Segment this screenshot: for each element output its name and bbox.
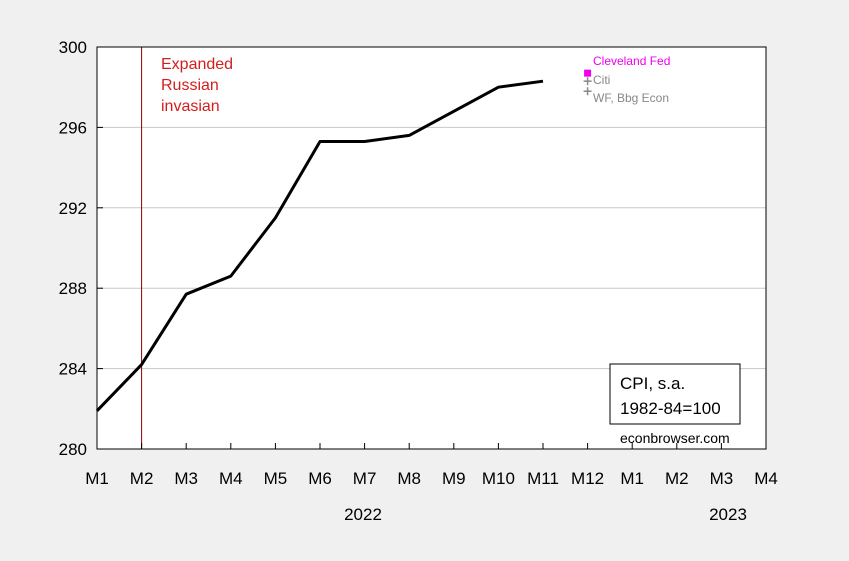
x-axis: M1 M2 M3 M4 M5 M6 M7 M8 M9 M10 M11 M12 M1 M2 M3 M4 — [85, 443, 778, 488]
x-tick-label: M2 — [130, 469, 154, 488]
x-tick-label: M5 — [264, 469, 288, 488]
x-tick-label: M11 — [527, 469, 559, 488]
x-tick-label: M3 — [174, 469, 198, 488]
year-label: 2022 — [344, 505, 382, 524]
series-group — [95, 79, 544, 412]
forecast-label: Citi — [593, 73, 610, 87]
forecast-label: WF, Bbg Econ — [593, 91, 669, 105]
forecast-label: Cleveland Fed — [593, 54, 670, 68]
y-tick-label: 288 — [59, 279, 87, 298]
plot-frame — [96, 46, 767, 450]
annotation-line: Expanded — [161, 56, 233, 73]
y-tick-label: 296 — [59, 118, 87, 137]
x-tick-label: M1 — [620, 469, 644, 488]
x-tick-label: M8 — [397, 469, 421, 488]
x-tick-label: M7 — [353, 469, 377, 488]
year-label: 2023 — [709, 505, 747, 524]
y-tick-label: 284 — [59, 360, 87, 379]
units-note-box: CPI, s.a. 1982-84=100 — [609, 363, 741, 425]
invasion-annotation: Expanded Russian invasian — [161, 56, 233, 115]
y-tick-label: 280 — [59, 440, 87, 459]
note-line: CPI, s.a. — [620, 374, 685, 393]
x-tick-label: M6 — [308, 469, 332, 488]
forecast-marker-cleveland-fed — [584, 69, 592, 77]
x-tick-label: M4 — [219, 469, 243, 488]
x-tick-label: M1 — [85, 469, 109, 488]
y-tick-label: 292 — [59, 199, 87, 218]
x-tick-label: M2 — [665, 469, 689, 488]
year-labels: 2022 2023 — [344, 505, 747, 524]
y-axis: 280 284 288 292 296 300 — [59, 38, 103, 459]
annotation-line: Russian — [161, 77, 219, 94]
x-tick-label: M4 — [754, 469, 778, 488]
y-tick-label: 300 — [59, 38, 87, 57]
x-tick-label: M12 — [571, 469, 604, 488]
note-line: 1982-84=100 — [620, 399, 721, 418]
x-tick-label: M9 — [442, 469, 466, 488]
x-tick-label: M10 — [482, 469, 515, 488]
x-tick-label: M3 — [710, 469, 734, 488]
note-box-frame — [609, 363, 741, 425]
source-credit: econbrowser.com — [620, 430, 730, 446]
forecast-markers: Cleveland Fed Citi WF, Bbg Econ — [583, 54, 670, 105]
annotation-line: invasian — [161, 98, 220, 115]
